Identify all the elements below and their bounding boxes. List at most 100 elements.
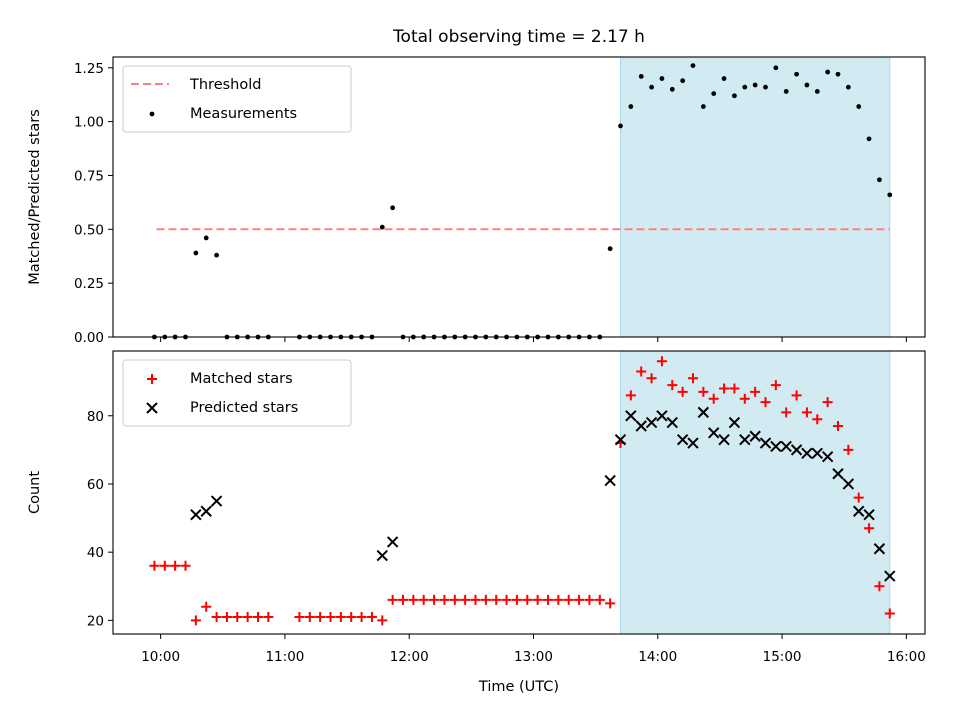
bottom-matched-stars-point-13: [304, 611, 315, 622]
top-axes-frame: [112, 56, 926, 338]
bottom-y-tick-label-1: 40: [87, 545, 104, 561]
bottom-matched-stars-point-42: [605, 598, 616, 609]
bottom-predicted-stars-point-30: [863, 508, 875, 521]
top-measurements-point-6: [214, 252, 219, 258]
bottom-predicted-stars-point-2: [210, 495, 223, 507]
bottom-predicted-stars-point-24: [801, 447, 813, 459]
bottom-predicted-stars-point-28: [842, 478, 855, 490]
top-measurements-point-5: [203, 235, 209, 241]
bottom-matched-stars-point-44: [625, 390, 636, 401]
bottom-matched-stars-point-46: [646, 373, 657, 384]
bottom-matched-stars-point-5: [201, 601, 212, 612]
top-measurements-point-55: [742, 84, 748, 90]
top-measurements-point-47: [659, 76, 665, 81]
top-measurements-point-50: [690, 63, 696, 69]
bottom-matched-stars-point-1: [159, 560, 170, 571]
bottom-matched-stars-point-9: [242, 611, 253, 622]
bottom-predicted-stars-point-9: [645, 416, 658, 429]
bottom-matched-stars-point-18: [356, 611, 367, 622]
bottom-matched-stars-point-37: [553, 594, 564, 605]
top-measurements-point-61: [804, 82, 810, 88]
x-axis-label: Time (UTC): [478, 679, 559, 695]
x-tick-label-5: 15:00: [763, 649, 802, 665]
bottom-matched-stars-point-66: [853, 492, 864, 503]
top-measurements-point-60: [794, 71, 799, 77]
x-tick-label-1: 11:00: [265, 649, 304, 665]
top-y-tick-label-3: 0.75: [74, 168, 104, 184]
top-measurements-point-66: [856, 104, 862, 109]
top-measurements-point-21: [390, 205, 396, 211]
bottom-legend-handle-matched-stars: [147, 374, 157, 384]
bottom-predicted-stars-point-8: [635, 420, 647, 432]
bottom-matched-stars-point-60: [791, 390, 802, 401]
top-y-tick-label-5: 1.25: [74, 61, 104, 77]
bottom-predicted-stars-point-5: [604, 474, 616, 487]
top-legend-label-measurements: Measurements: [190, 106, 297, 122]
bottom-matched-stars-point-53: [719, 383, 730, 394]
bottom-predicted-stars-point-4: [386, 536, 399, 548]
bottom-predicted-stars-point-18: [739, 433, 751, 446]
bottom-predicted-stars-point-27: [832, 468, 844, 480]
bottom-predicted-stars-point-25: [811, 447, 823, 459]
bottom-matched-stars-point-12: [294, 611, 305, 622]
bottom-matched-stars-point-23: [408, 594, 419, 605]
bottom-matched-stars-point-26: [439, 594, 450, 605]
bottom-matched-stars-point-30: [480, 594, 491, 605]
bottom-matched-stars-point-45: [636, 366, 647, 377]
bottom-matched-stars-point-64: [833, 421, 843, 432]
top-measurements-point-45: [638, 73, 644, 79]
bottom-predicted-stars-point-22: [780, 440, 792, 453]
bottom-matched-stars-point-31: [491, 594, 502, 605]
bottom-matched-stars-point-17: [346, 611, 357, 622]
bottom-matched-stars-point-33: [511, 594, 522, 605]
bottom-matched-stars-point-38: [563, 594, 574, 605]
x-tick-label-3: 13:00: [514, 649, 553, 665]
x-tick-label-6: 16:00: [887, 649, 926, 665]
top-y-tick-label-1: 0.25: [74, 276, 104, 292]
bottom-highlight-span: [620, 350, 891, 635]
top-legend-box: [122, 65, 352, 133]
bottom-predicted-stars-point-17: [728, 416, 741, 429]
bottom-matched-stars-point-22: [398, 594, 408, 605]
top-legend-label-threshold: Threshold: [189, 77, 261, 93]
bottom-matched-stars-point-36: [543, 594, 553, 605]
bottom-predicted-stars-point-23: [790, 444, 803, 456]
bottom-matched-stars-point-56: [750, 386, 761, 397]
bottom-predicted-stars-point-26: [821, 450, 834, 463]
top-measurements-point-52: [711, 91, 717, 97]
bottom-predicted-stars-point-13: [687, 437, 699, 449]
bottom-matched-stars-point-61: [801, 407, 812, 418]
top-y-tick-label-4: 1.00: [74, 115, 104, 131]
bottom-predicted-stars-point-3: [376, 549, 388, 562]
bottom-matched-stars-point-59: [781, 407, 792, 418]
bottom-matched-stars-point-4: [190, 615, 201, 626]
top-measurements-point-69: [887, 192, 893, 198]
bottom-matched-stars-point-29: [470, 594, 481, 605]
bottom-matched-stars-point-19: [366, 611, 377, 622]
bottom-predicted-stars-point-29: [853, 505, 865, 517]
bottom-matched-stars-point-27: [449, 594, 460, 605]
x-tick-label-2: 12:00: [390, 649, 429, 665]
top-measurements-point-44: [628, 104, 634, 109]
top-measurements-point-53: [721, 76, 727, 81]
bottom-predicted-stars-point-0: [190, 508, 202, 521]
bottom-matched-stars-point-58: [770, 380, 781, 391]
bottom-matched-stars-point-48: [667, 380, 678, 391]
bottom-matched-stars-point-14: [315, 611, 326, 622]
bottom-matched-stars-point-40: [584, 594, 595, 605]
top-measurements-point-43: [618, 123, 623, 129]
top-measurements-point-58: [773, 65, 779, 71]
top-measurements-point-49: [680, 78, 686, 84]
bottom-matched-stars-point-62: [812, 414, 823, 425]
bottom-matched-stars-point-34: [522, 594, 533, 605]
bottom-matched-stars-point-2: [170, 560, 181, 571]
bottom-matched-stars-point-63: [822, 397, 833, 408]
bottom-predicted-stars-point-15: [708, 427, 720, 439]
top-measurements-point-59: [783, 89, 789, 94]
bottom-predicted-stars-point-20: [759, 437, 772, 449]
bottom-matched-stars-point-35: [532, 594, 543, 605]
bottom-predicted-stars-point-6: [614, 433, 627, 446]
bottom-matched-stars-point-67: [864, 523, 875, 534]
top-measurements-point-4: [193, 250, 199, 256]
